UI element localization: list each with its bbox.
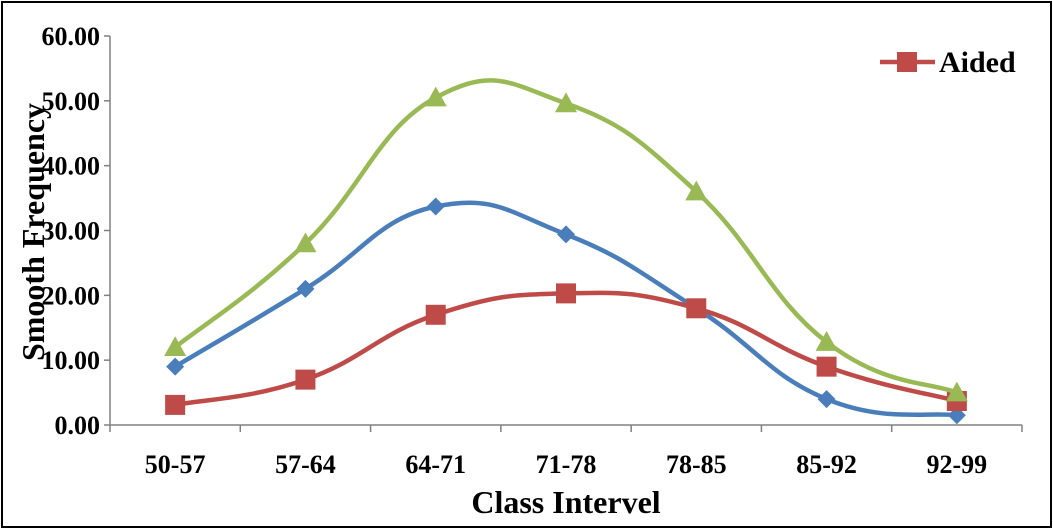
y-tick-label: 40.00 xyxy=(42,152,101,181)
data-point xyxy=(686,298,707,319)
data-point xyxy=(555,92,577,113)
axes xyxy=(104,35,1023,432)
y-tick-label: 10.00 xyxy=(42,346,101,375)
data-point xyxy=(164,336,187,356)
legend-marker xyxy=(897,52,917,72)
data-point xyxy=(557,225,575,244)
y-tick-label: 20.00 xyxy=(42,281,101,310)
data-point xyxy=(685,180,708,201)
data-point xyxy=(426,197,445,216)
series-3 xyxy=(164,78,968,402)
x-tick-label: 64-71 xyxy=(405,450,466,479)
data-point xyxy=(556,283,576,304)
data-point xyxy=(425,304,446,325)
x-tick-label: 50-57 xyxy=(145,450,206,479)
data-point xyxy=(295,369,316,390)
x-tick-label: 57-64 xyxy=(275,450,336,479)
data-point xyxy=(816,356,837,377)
series-layer xyxy=(164,78,968,425)
data-point xyxy=(296,279,315,298)
data-point xyxy=(424,86,447,107)
x-tick-label: 71-78 xyxy=(536,450,597,479)
legend-label: Aided xyxy=(939,46,1016,79)
data-point xyxy=(166,357,185,376)
y-tick-label: 60.00 xyxy=(42,22,101,51)
y-tick-label: 0.00 xyxy=(55,411,101,440)
x-axis-label: Class Intervel xyxy=(471,484,660,520)
data-point xyxy=(945,381,968,402)
x-tick-labels: 50-57 57-64 64-71 71-78 78-85 85-92 92-99 xyxy=(145,450,987,479)
y-tick-label: 30.00 xyxy=(42,217,101,246)
y-tick-labels: 0.00 10.00 20.00 30.00 40.00 50.00 60.00 xyxy=(42,22,101,440)
x-tick-label: 85-92 xyxy=(796,450,857,479)
x-tick-label: 92-99 xyxy=(927,450,988,479)
series-1 xyxy=(166,197,966,425)
data-point xyxy=(294,232,317,253)
data-point xyxy=(165,394,186,415)
y-axis-label: Smooth Frequency xyxy=(15,103,51,361)
y-tick-label: 50.00 xyxy=(42,87,101,116)
data-point xyxy=(815,331,838,351)
x-tick-label: 78-85 xyxy=(666,450,727,479)
data-point xyxy=(817,390,836,409)
legend: Aided xyxy=(880,46,1016,79)
